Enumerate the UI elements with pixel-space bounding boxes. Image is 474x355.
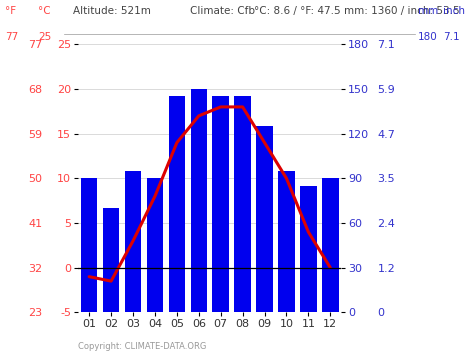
Text: Altitude: 521m: Altitude: 521m — [73, 6, 151, 16]
Text: °C: 8.6 / °F: 47.5: °C: 8.6 / °F: 47.5 — [254, 6, 340, 16]
Text: °C: °C — [38, 6, 51, 16]
Text: 25: 25 — [38, 32, 51, 42]
Bar — [169, 97, 185, 312]
Text: 7.1: 7.1 — [443, 32, 460, 42]
Text: inch: inch — [443, 6, 465, 16]
Bar — [125, 171, 141, 312]
Bar — [191, 89, 207, 312]
Bar — [322, 178, 338, 312]
Bar — [81, 178, 97, 312]
Bar — [212, 97, 229, 312]
Text: 180: 180 — [418, 32, 438, 42]
Bar — [147, 178, 163, 312]
Bar — [103, 208, 119, 312]
Bar — [300, 186, 317, 312]
Bar — [278, 171, 295, 312]
Text: mm: mm — [418, 6, 438, 16]
Bar — [235, 97, 251, 312]
Text: °F: °F — [5, 6, 16, 16]
Text: Copyright: CLIMATE-DATA.ORG: Copyright: CLIMATE-DATA.ORG — [78, 343, 207, 351]
Text: Climate: Cfb: Climate: Cfb — [190, 6, 255, 16]
Bar — [256, 126, 273, 312]
Text: mm: 1360 / inch: 53.5: mm: 1360 / inch: 53.5 — [344, 6, 459, 16]
Text: 77: 77 — [5, 32, 18, 42]
